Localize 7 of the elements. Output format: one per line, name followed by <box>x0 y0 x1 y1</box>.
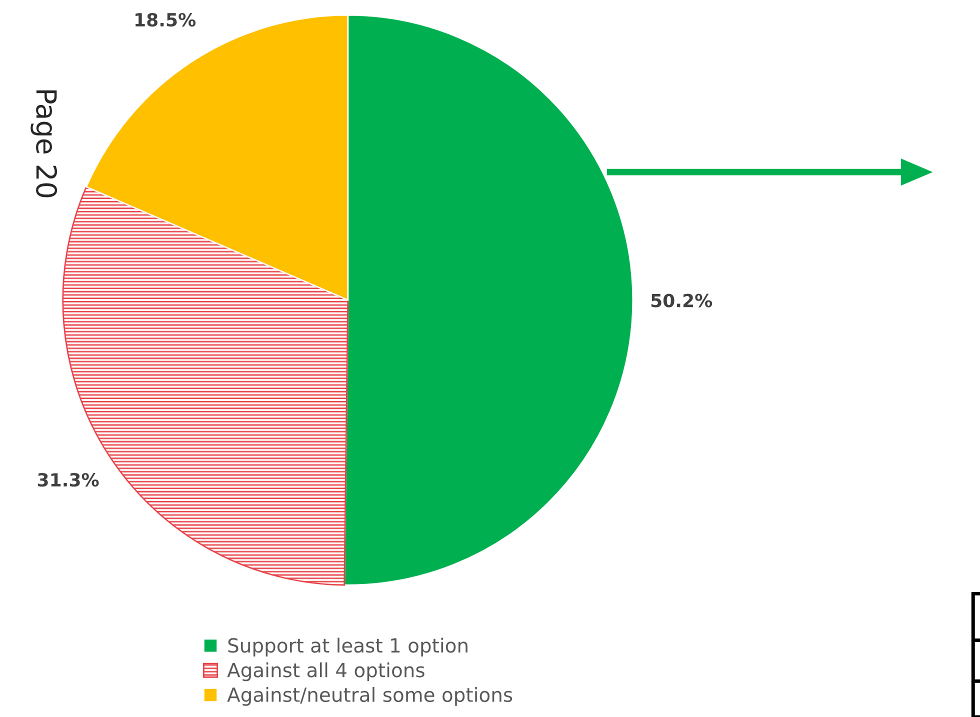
data-label: 31.3% <box>38 472 99 487</box>
text: Page 20 <box>30 90 58 198</box>
data-label: 18.5% <box>136 12 196 27</box>
legend-label: Against/neutral some options <box>227 687 512 706</box>
data-label: 50.2% <box>651 294 712 308</box>
legend-label: Support at least 1 option <box>228 638 468 657</box>
legend-label: Against all 4 options <box>227 662 424 682</box>
